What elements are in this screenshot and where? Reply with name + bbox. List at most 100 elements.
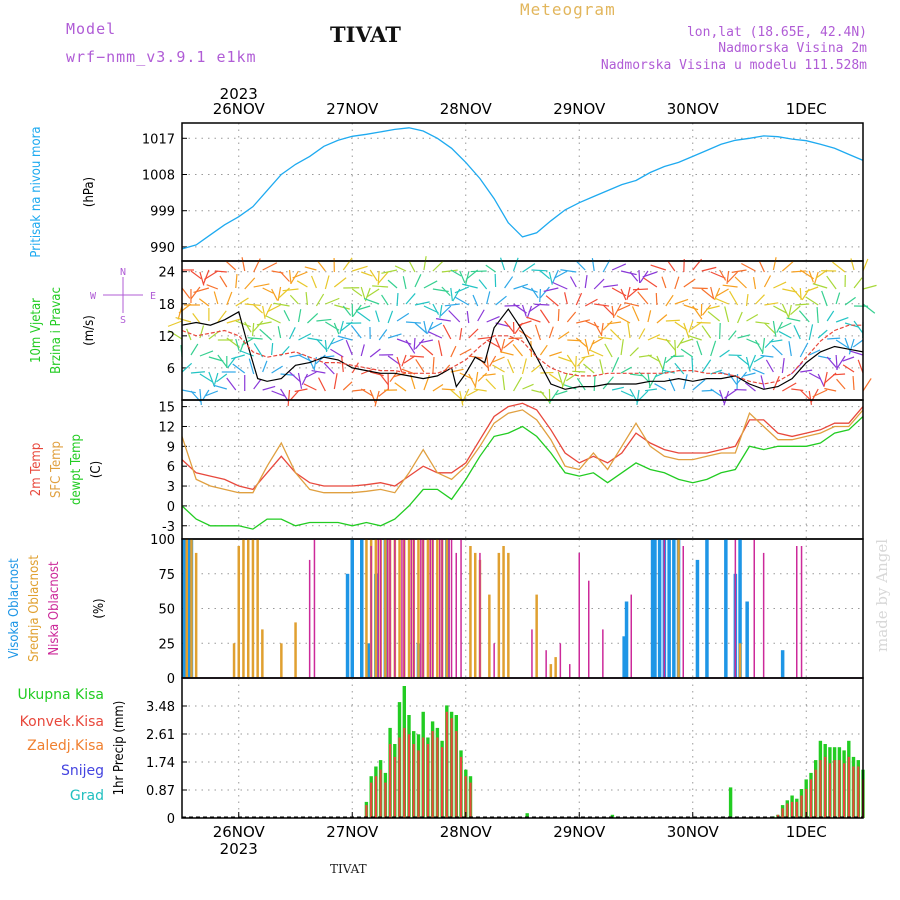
wind-barb (396, 338, 412, 345)
wind-barb (217, 354, 228, 369)
wind-barb (548, 271, 553, 285)
wind-barb (213, 291, 219, 305)
wind-barb (495, 322, 511, 328)
wind-barb (235, 297, 249, 307)
wind-barb (692, 379, 706, 391)
wind-barb (710, 271, 726, 279)
xtick-label-bottom: 27NOV (326, 823, 379, 841)
wind-barb (499, 257, 506, 271)
wind-barb (512, 257, 519, 272)
wind-barb (450, 269, 462, 277)
wind-barb (862, 303, 876, 314)
ylabel-wind: (m/s) (82, 315, 97, 346)
wind-barb (647, 334, 661, 341)
bar (308, 559, 311, 678)
wind-barb (737, 311, 743, 324)
wind-barb (754, 339, 764, 354)
wind-barb (632, 288, 648, 291)
ytick-label-wind: 6 (167, 362, 175, 377)
wind-barb (576, 319, 591, 324)
wind-barb (198, 298, 210, 307)
wind-barb (753, 355, 765, 363)
wind-barb (369, 348, 381, 358)
wind-barb (593, 321, 603, 337)
wind-barb (722, 284, 738, 288)
wind-barb (781, 358, 785, 374)
wind-barb (205, 390, 219, 397)
wind-barb (719, 349, 730, 358)
wind-barb (753, 277, 757, 290)
wind-barb (850, 258, 855, 271)
ytick-label-precip: 0 (167, 812, 175, 827)
bar (630, 594, 632, 678)
bar (610, 814, 615, 818)
wind-barb (264, 303, 273, 317)
wind-barb (352, 304, 362, 317)
wind-barb (773, 281, 787, 289)
wind-barb (350, 325, 362, 339)
wind-barb (852, 339, 864, 348)
wind-barb (727, 271, 738, 283)
bar (367, 643, 371, 679)
wind-barb (611, 263, 627, 271)
wind-barb (728, 330, 737, 341)
wind-barb (482, 373, 496, 377)
wind-barb (788, 341, 792, 357)
wind-barb (607, 321, 622, 325)
bar (422, 539, 424, 678)
bar (819, 760, 822, 818)
wind-barb (638, 328, 646, 340)
altitude-label: Nadmorska Visina 2m (718, 41, 867, 56)
wind-barb (611, 386, 624, 391)
wind-barb (472, 294, 479, 307)
wind-barb (419, 339, 434, 344)
bar (370, 546, 372, 678)
wind-barb (746, 313, 759, 322)
wind-barb (486, 354, 490, 371)
wind-barb (495, 337, 503, 353)
wind-barb (253, 304, 264, 314)
wind-barb (577, 356, 586, 367)
wind-barb (760, 375, 766, 390)
wind-barb (539, 286, 550, 299)
wind-barb (361, 271, 373, 277)
series-line-dewpt-Temp (181, 416, 864, 530)
wind-barb (729, 290, 739, 306)
wind-barb (748, 354, 757, 370)
bar (843, 763, 846, 818)
wind-barb (305, 292, 309, 306)
bar (479, 552, 481, 678)
wind-barb (674, 362, 685, 375)
wind-barb (303, 383, 317, 391)
wind-barb (262, 262, 278, 271)
wind-barb (333, 277, 347, 288)
wind-barb (387, 279, 398, 289)
wind-barb (423, 305, 439, 314)
wind-barb (315, 338, 328, 352)
ytick-label-pressure: 999 (150, 205, 175, 220)
compass-south: S (120, 315, 126, 326)
wind-barb (280, 271, 290, 282)
wind-barb (564, 292, 568, 305)
wind-barb (252, 320, 264, 332)
wind-barb (719, 269, 727, 281)
bar (460, 539, 462, 678)
bar (441, 539, 443, 678)
ylabel-clouds: (%) (92, 598, 107, 618)
bar (650, 539, 655, 678)
wind-barb (339, 320, 344, 334)
bar (393, 756, 396, 818)
bar (187, 539, 191, 678)
bar (422, 737, 425, 818)
series-line-pressure (181, 127, 864, 250)
wind-barb (594, 303, 610, 307)
wind-barb (643, 277, 658, 288)
wind-barb (674, 298, 689, 305)
wind-barb (199, 350, 214, 357)
bar (445, 711, 448, 818)
wind-barb (701, 288, 715, 300)
wind-barb (862, 378, 872, 392)
bar (800, 546, 803, 678)
footer-station: TIVAT (330, 862, 367, 876)
wind-barb (448, 310, 461, 323)
